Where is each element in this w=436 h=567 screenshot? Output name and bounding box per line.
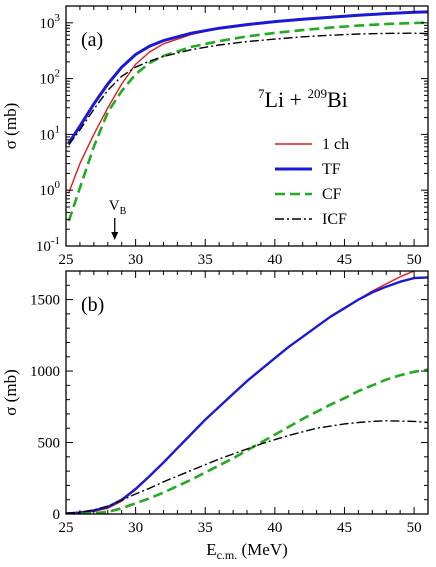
reaction-annotation: 7Li + 209Bi — [258, 86, 348, 112]
panel-a-label: (a) — [81, 29, 103, 51]
panel-a-x-tick-label: 35 — [198, 252, 213, 268]
reaction-text-1: Li + — [265, 87, 308, 112]
barrier-label-sub: B — [120, 206, 127, 217]
panel-a-y-tick-label: 101 — [40, 123, 61, 143]
panel-b-x-ticks: 25 30 35 40 45 50 — [59, 271, 429, 536]
panel-b-frame — [65, 270, 429, 515]
coulomb-barrier-marker: VB — [109, 198, 127, 240]
barrier-label-main: V — [109, 198, 120, 214]
panel-b-x-tick-label: 30 — [128, 520, 143, 536]
panel-a-frame — [65, 5, 429, 247]
reaction-mass-1: 7 — [258, 86, 265, 101]
panel-b-x-tick-label: 35 — [198, 520, 213, 536]
barrier-label: VB — [109, 198, 127, 217]
panel-b-x-tick-label: 40 — [267, 520, 282, 536]
panel-a-series-1-ch — [68, 10, 428, 194]
panel-a-y-tick-label: 100 — [40, 179, 61, 199]
panel-a-series-cf — [67, 21, 428, 222]
panel-b-series-cf — [66, 368, 428, 514]
panel-a-series-icf — [68, 32, 428, 146]
x-axis-title: Ec.m. (MeV) — [206, 540, 288, 562]
panel-b-y-tick-label: 1500 — [30, 293, 60, 309]
panel-b-x-tick-label: 25 — [59, 520, 74, 536]
panel-b-series-icf — [66, 420, 428, 514]
barrier-arrow-head — [111, 232, 119, 240]
panel-a-series-tf — [67, 10, 428, 144]
panel-a-series — [67, 10, 428, 222]
panel-a-x-tick-label: 25 — [59, 252, 74, 268]
panel-a-y-tick-label: 10-1 — [36, 235, 60, 255]
panel-a-x-ticks: 25 30 35 40 45 50 — [59, 6, 429, 268]
panel-b-x-tick-label: 45 — [337, 520, 352, 536]
panel-b-x-tick-label: 50 — [407, 520, 422, 536]
panel-a-x-tick-label: 40 — [267, 252, 282, 268]
panel-b-y-axis-title: σ (mb) — [1, 369, 20, 415]
legend-label-1-ch: 1 ch — [322, 136, 349, 153]
panel-a-y-tick-label: 103 — [40, 12, 61, 32]
x-axis-title-unit: (MeV) — [237, 540, 288, 559]
panel-a-x-tick-label: 50 — [407, 252, 422, 268]
legend-label-icf: ICF — [322, 211, 347, 228]
panel-b-y-ticks: 0 500 1000 1500 — [30, 270, 428, 523]
panel-a-y-tick-label: 102 — [40, 68, 61, 88]
legend: 1 ch TF CF ICF — [275, 136, 349, 228]
legend-label-tf: TF — [322, 161, 341, 178]
panel-a-x-tick-label: 30 — [128, 252, 143, 268]
panel-a: 25 30 35 40 45 50 10-1 100 101 102 103 (a) σ (mb)… — [1, 5, 429, 268]
panel-b-label: (b) — [81, 294, 104, 316]
panel-a-y-axis-title: σ (mb) — [1, 103, 20, 149]
panel-b-series-1-ch — [66, 271, 417, 514]
x-axis-title-sub: c.m. — [217, 548, 238, 562]
panel-b: 25 30 35 40 45 50 0 500 1000 1500 (b) σ (mb) Ec.… — [1, 270, 429, 562]
panel-b-series-tf — [66, 276, 428, 514]
panel-b-series — [66, 271, 428, 514]
panel-b-y-tick-label: 500 — [38, 436, 61, 452]
x-axis-title-main: E — [206, 540, 216, 559]
panel-a-x-tick-label: 45 — [337, 252, 352, 268]
panel-a-y-ticks: 10-1 100 101 102 103 — [36, 5, 428, 255]
reaction-text-2: Bi — [327, 87, 348, 112]
reaction-mass-2: 209 — [307, 86, 327, 101]
panel-b-y-tick-label: 1000 — [30, 364, 60, 380]
legend-label-cf: CF — [322, 186, 342, 203]
panel-b-y-tick-label: 0 — [53, 507, 61, 523]
